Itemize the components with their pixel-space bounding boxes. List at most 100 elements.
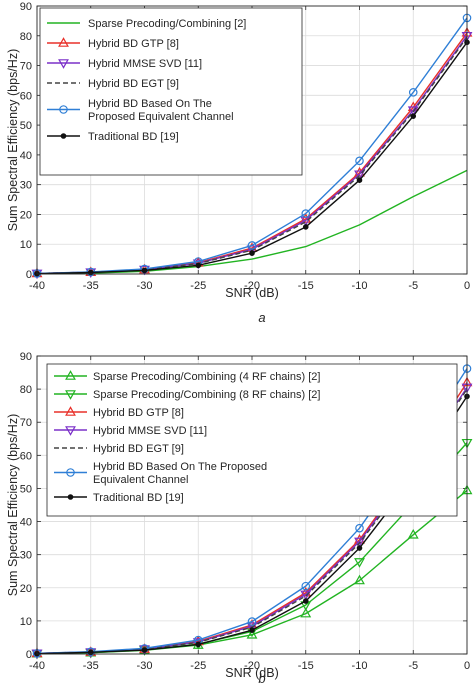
y-tick-label: 50 (20, 120, 32, 132)
y-tick-label: 30 (20, 180, 32, 192)
data-point (300, 590, 312, 601)
y-axis-label: Sum Spectral Efficiency (bps/Hz) (6, 49, 20, 231)
x-axis-label: SNR (dB) (225, 666, 278, 680)
y-tick-label: 10 (20, 616, 32, 628)
x-tick-label: -40 (29, 660, 45, 672)
x-tick-label: -5 (408, 660, 418, 672)
x-tick-label: -15 (298, 660, 314, 672)
legend-marker (60, 133, 67, 139)
x-tick-label: -20 (244, 660, 260, 672)
x-tick-label: -5 (408, 280, 418, 292)
legend-marker (66, 468, 75, 477)
y-tick-label: 20 (20, 209, 32, 221)
legend-label: Hybrid BD EGT [9] (93, 443, 184, 455)
data-point (407, 528, 419, 539)
y-tick-label: 70 (20, 61, 32, 73)
legend-label: Hybrid BD Based On The (88, 98, 212, 110)
data-point (302, 224, 309, 230)
y-tick-label: 60 (20, 90, 32, 102)
y-tick-label: 70 (20, 417, 32, 429)
legend-label: Hybrid BD GTP [8] (93, 407, 184, 419)
figure-caption: a (258, 310, 265, 325)
x-tick-label: -40 (29, 280, 45, 292)
data-point (247, 617, 257, 626)
legend-marker (67, 494, 74, 500)
x-tick-label: -30 (137, 280, 153, 292)
data-point (355, 523, 364, 533)
y-tick-label: 40 (20, 517, 32, 529)
y-tick-label: 40 (20, 150, 32, 162)
y-tick-label: 90 (20, 1, 32, 13)
legend-label: Sparse Precoding/Combining (8 RF chains)… (93, 389, 320, 401)
data-point (249, 627, 255, 633)
legend-label: Sparse Precoding/Combining (4 RF chains)… (93, 371, 320, 383)
y-axis-label: Sum Spectral Efficiency (bps/Hz) (6, 414, 20, 596)
data-point (87, 649, 94, 656)
chart-panel-a: -40 -35 -30 -25 -20 -15 -10 -5 0 0 10 20 30 40 50 60 70 8… (6, 1, 473, 325)
x-tick-label: 0 (464, 660, 470, 672)
legend-marker (65, 426, 76, 436)
legend-label: Hybrid BD EGT [9] (88, 78, 179, 90)
data-point (246, 622, 258, 633)
data-point (195, 641, 202, 648)
data-point (354, 558, 365, 568)
series-line (36, 17, 468, 275)
data-point (246, 628, 258, 639)
data-point (408, 88, 418, 97)
figure-caption: b (258, 671, 265, 686)
legend-label: Hybrid MMSE SVD [11] (88, 58, 202, 70)
axes-box (36, 355, 468, 655)
data-point (247, 241, 257, 250)
data-point (355, 156, 364, 166)
series-line (36, 388, 468, 655)
legend-label: Traditional BD [19] (93, 492, 184, 504)
x-tick-label: -35 (83, 280, 99, 292)
y-tick-label: 10 (20, 239, 32, 251)
y-tick-label: 0 (26, 649, 32, 661)
y-tick-label: 80 (20, 31, 32, 43)
data-point (141, 267, 148, 274)
x-tick-label: -10 (352, 660, 368, 672)
y-tick-label: 80 (20, 384, 32, 396)
legend-label: Hybrid BD Based On The Proposed (93, 461, 267, 473)
series-line (36, 36, 468, 275)
legend-box (39, 7, 303, 176)
data-point (302, 598, 309, 604)
data-point (195, 262, 202, 269)
data-point (410, 113, 417, 119)
y-tick-label: 50 (20, 483, 32, 495)
data-point (356, 177, 363, 184)
x-tick-label: 0 (464, 280, 470, 292)
x-tick-label: -30 (137, 660, 153, 672)
data-point (354, 537, 365, 548)
x-tick-label: -15 (298, 280, 314, 292)
data-point (300, 607, 312, 618)
legend-marker (59, 105, 68, 114)
legend-label: Sparse Precoding/Combining [2] (88, 18, 246, 30)
x-tick-label: -25 (190, 280, 206, 292)
y-tick-label: 90 (20, 351, 32, 363)
x-tick-label: -25 (190, 660, 206, 672)
axes-box (36, 5, 468, 275)
x-tick-label: -10 (352, 280, 368, 292)
data-point (356, 545, 363, 551)
y-tick-label: 30 (20, 550, 32, 562)
legend: Sparse Precoding/Combining [2] Hybrid BD … (39, 7, 303, 176)
y-tick-label: 60 (20, 450, 32, 462)
legend-label: Hybrid BD GTP [8] (88, 38, 179, 50)
data-point (301, 209, 311, 218)
legend-marker (65, 406, 76, 416)
legend-marker (58, 59, 69, 69)
data-point (141, 647, 148, 653)
y-tick-label: 20 (20, 583, 32, 595)
legend-label: Equivalent Channel (93, 474, 188, 486)
data-point (354, 574, 365, 585)
legend-marker (65, 370, 76, 380)
y-tick-label: 0 (26, 269, 32, 281)
legend-label: Traditional BD [19] (88, 131, 179, 143)
data-point (249, 250, 255, 256)
legend-label: Proposed Equivalent Channel (88, 111, 234, 123)
data-point (354, 170, 365, 181)
x-axis-label: SNR (dB) (225, 286, 278, 300)
